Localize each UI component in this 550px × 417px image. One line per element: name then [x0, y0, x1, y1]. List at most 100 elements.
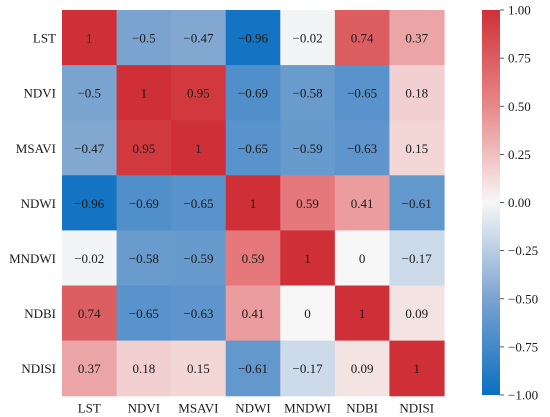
cell-value-label: −0.96: [74, 196, 105, 211]
cell-value-label: −0.17: [402, 251, 433, 266]
cell-value-label: 0.74: [78, 306, 101, 321]
cell-value-label: −0.61: [238, 361, 268, 376]
cell-value-label: 1: [141, 86, 148, 101]
cell-value-label: 1: [250, 196, 257, 211]
column-tick-label: NDISI: [399, 401, 434, 416]
cell-value-label: −0.58: [293, 86, 323, 101]
heatmap-cell-ndvi-msavi: [171, 65, 227, 121]
column-tick-label: NDBI: [346, 401, 378, 416]
heatmap-cell-ndisi-msavi: [171, 340, 227, 397]
column-tick-label: NDWI: [235, 401, 270, 416]
colorbar-tick-label: −0.50: [508, 291, 538, 306]
row-labels: LST NDVI MSAVI NDWI MNDWI NDBI NDISI: [9, 31, 56, 377]
colorbar-gradient: [482, 10, 500, 395]
heatmap-cell-ndbi-mndwi: [280, 285, 336, 342]
heatmap-cell-ndbi-ndisi: [389, 285, 445, 342]
colorbar-tick-label: 1.00: [508, 3, 531, 18]
column-tick-label: NDVI: [128, 401, 161, 416]
cell-value-label: 0.37: [78, 361, 101, 376]
heatmap-cell-ndisi-ndbi: [334, 340, 391, 397]
cell-value-label: 0.74: [351, 31, 374, 46]
column-tick-label: MNDWI: [284, 401, 331, 416]
cell-value-label: 0.18: [132, 361, 155, 376]
heatmap-cell-ndisi-lst: [62, 340, 118, 397]
cell-value-label: −0.59: [293, 141, 323, 156]
heatmap-cell-ndwi-ndwi: [225, 175, 281, 231]
heatmap-cell-msavi-ndwi: [225, 120, 281, 176]
column-tick-label: MSAVI: [178, 401, 218, 416]
heatmap-cell-ndisi-ndisi: [389, 340, 445, 397]
heatmap-cell-msavi-ndbi: [334, 120, 391, 176]
heatmap-cell-ndvi-mndwi: [280, 65, 336, 121]
cell-value-label: 0: [359, 251, 366, 266]
cell-value-label: −0.17: [293, 361, 324, 376]
cell-value-label: 0.95: [132, 141, 155, 156]
heatmap-cell-ndbi-msavi: [171, 285, 227, 342]
cell-value-label: −0.65: [238, 141, 268, 156]
cell-value-label: 1: [359, 306, 366, 321]
heatmap-cell-ndbi-ndbi: [334, 285, 391, 342]
heatmap-cell-msavi-msavi: [171, 120, 227, 176]
cell-value-label: −0.59: [183, 251, 213, 266]
cell-value-label: 1: [195, 141, 202, 156]
cell-value-label: −0.5: [77, 86, 101, 101]
cell-value-label: 1: [304, 251, 311, 266]
heatmap-cell-ndbi-ndvi: [116, 285, 172, 342]
column-labels: LST NDVI MSAVI NDWI MNDWI NDBI NDISI: [78, 401, 434, 416]
row-tick-label: LST: [33, 31, 56, 46]
row-tick-label: NDVI: [24, 86, 57, 101]
cell-value-label: −0.47: [74, 141, 105, 156]
heatmap-cell-ndwi-msavi: [171, 175, 227, 231]
heatmap-cell-lst-mndwi: [280, 10, 336, 66]
cell-value-label: 1: [413, 361, 420, 376]
colorbar-tick-label: −0.25: [508, 243, 538, 258]
cell-value-label: −0.61: [402, 196, 432, 211]
heatmap-cell-ndvi-ndisi: [389, 65, 445, 121]
cell-value-label: 0.15: [405, 141, 428, 156]
heatmap-cell-ndvi-ndbi: [334, 65, 391, 121]
heatmap-cell-lst-ndbi: [334, 10, 391, 66]
heatmap-cell-ndisi-ndwi: [225, 340, 281, 397]
heatmap-cell-mndwi-mndwi: [280, 230, 336, 287]
row-tick-label: NDBI: [24, 306, 56, 321]
heatmap-cell-msavi-ndisi: [389, 120, 445, 176]
heatmap-cell-ndvi-lst: [62, 65, 118, 121]
colorbar-tick-label: 0.25: [508, 147, 531, 162]
heatmap-cell-mndwi-ndvi: [116, 230, 172, 287]
heatmap-cell-mndwi-lst: [62, 230, 118, 287]
cell-value-label: 0.59: [242, 251, 265, 266]
heatmap-cell-ndwi-lst: [62, 175, 118, 231]
heatmap-cell-ndisi-ndvi: [116, 340, 172, 397]
cell-value-label: 0.18: [405, 86, 428, 101]
heatmap-cell-mndwi-ndisi: [389, 230, 445, 287]
column-tick-label: LST: [78, 401, 101, 416]
cell-value-label: −0.65: [347, 86, 377, 101]
cell-value-label: −0.58: [129, 251, 159, 266]
cell-value-label: −0.02: [293, 31, 323, 46]
heatmap-cell-ndisi-mndwi: [280, 340, 336, 397]
colorbar-tick-label: 0.00: [508, 195, 531, 210]
heatmap-cell-ndwi-ndvi: [116, 175, 172, 231]
colorbar-tick-label: 0.50: [508, 99, 531, 114]
cell-value-label: −0.65: [129, 306, 159, 321]
cell-value-label: −0.02: [74, 251, 104, 266]
heatmap-cell-ndwi-mndwi: [280, 175, 336, 231]
row-tick-label: NDWI: [21, 196, 56, 211]
cell-value-label: 0.41: [351, 196, 374, 211]
colorbar-tick-label: −0.75: [508, 339, 538, 354]
cell-value-label: 0.59: [296, 196, 319, 211]
cell-value-label: −0.5: [132, 31, 156, 46]
heatmap-cell-lst-lst: [62, 10, 118, 66]
heatmap-cell-lst-ndisi: [389, 10, 445, 66]
cell-value-label: 0: [304, 306, 311, 321]
cell-value-label: −0.69: [129, 196, 159, 211]
heatmap-cell-lst-ndwi: [225, 10, 281, 66]
cell-value-label: 1: [86, 31, 93, 46]
cell-value-label: −0.63: [183, 306, 213, 321]
heatmap-cell-mndwi-msavi: [171, 230, 227, 287]
heatmap-cell-msavi-ndvi: [116, 120, 172, 176]
cell-value-label: −0.65: [183, 196, 213, 211]
heatmap-cell-mndwi-ndwi: [225, 230, 281, 287]
cell-value-label: −0.96: [238, 31, 269, 46]
